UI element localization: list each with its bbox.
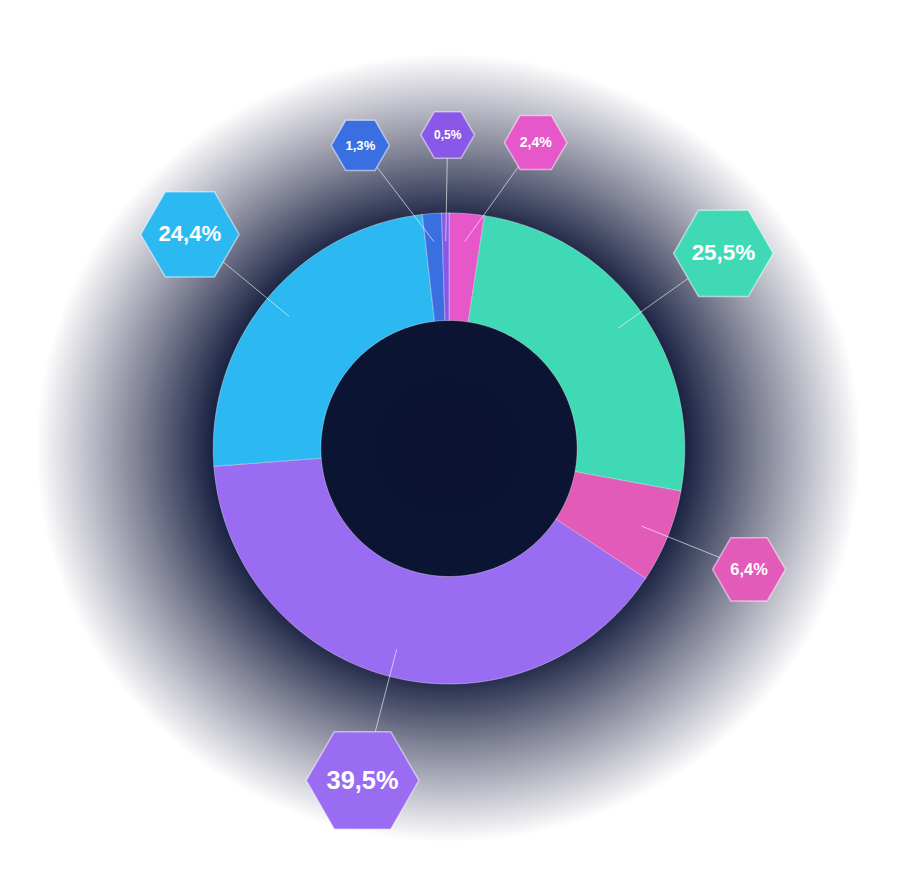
- svg-text:1,3%: 1,3%: [345, 138, 375, 153]
- svg-text:0,5%: 0,5%: [434, 128, 462, 142]
- svg-text:39,5%: 39,5%: [327, 766, 399, 794]
- svg-text:6,4%: 6,4%: [730, 560, 768, 578]
- svg-text:24,4%: 24,4%: [158, 221, 221, 246]
- svg-text:25,5%: 25,5%: [692, 240, 756, 265]
- svg-text:2,4%: 2,4%: [520, 134, 553, 150]
